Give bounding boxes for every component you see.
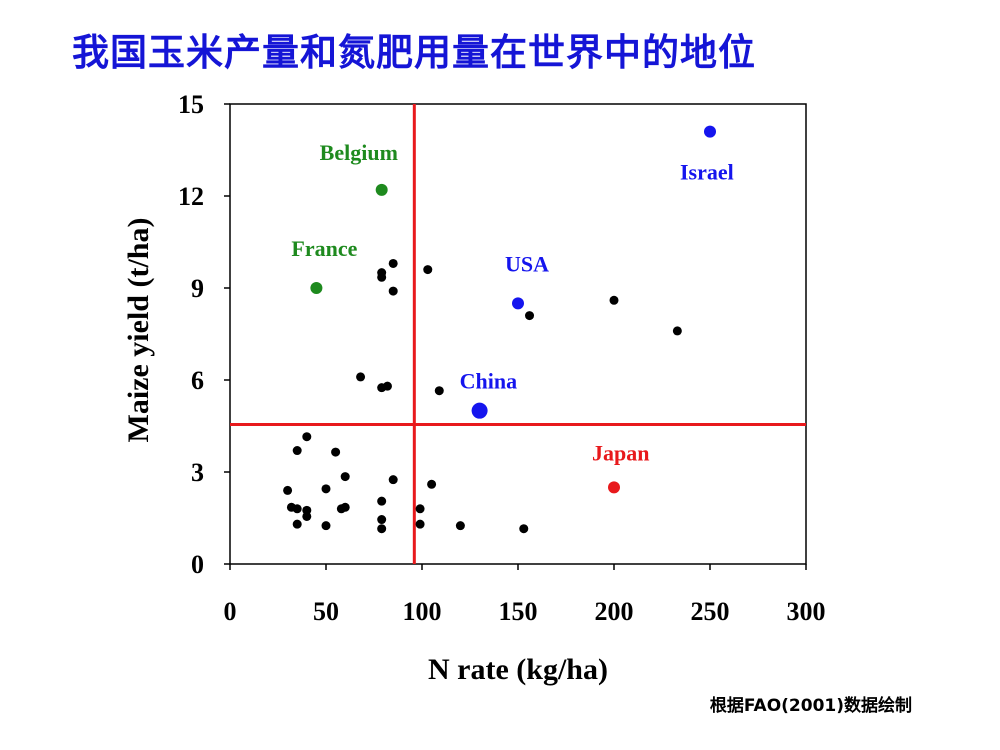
data-point bbox=[377, 496, 387, 506]
x-axis-label: N rate (kg/ha) bbox=[428, 653, 608, 686]
data-point bbox=[388, 286, 398, 296]
y-tick-label: 6 bbox=[191, 366, 204, 395]
data-point bbox=[672, 326, 682, 336]
data-point bbox=[331, 447, 341, 457]
data-point bbox=[427, 479, 437, 489]
data-point bbox=[415, 519, 425, 529]
data-point bbox=[340, 502, 350, 512]
point-label: Israel bbox=[680, 160, 734, 185]
point-label: USA bbox=[505, 251, 549, 276]
data-point bbox=[455, 521, 465, 531]
x-tick-label: 200 bbox=[595, 597, 634, 626]
data-point bbox=[356, 372, 366, 382]
slide-title: 我国玉米产量和氮肥用量在世界中的地位 bbox=[72, 31, 756, 74]
y-tick-label: 9 bbox=[191, 274, 204, 303]
axis-ticks: 0 50 100 150 200 250 300 0 3 6 9 12 15 bbox=[178, 90, 826, 626]
highlighted-point bbox=[608, 481, 620, 494]
x-tick-label: 250 bbox=[691, 597, 730, 626]
point-label: Japan bbox=[592, 440, 649, 465]
data-point bbox=[388, 258, 398, 268]
data-point bbox=[519, 524, 529, 534]
highlighted-point bbox=[704, 125, 716, 138]
data-point bbox=[340, 472, 350, 482]
data-point bbox=[388, 475, 398, 485]
data-point bbox=[321, 521, 331, 531]
data-point bbox=[292, 504, 302, 514]
y-tick-label: 0 bbox=[191, 550, 204, 579]
highlighted-point bbox=[375, 183, 388, 196]
data-point bbox=[382, 381, 392, 391]
x-tick-label: 0 bbox=[224, 597, 237, 626]
y-tick-label: 12 bbox=[178, 182, 204, 211]
y-tick-label: 3 bbox=[191, 458, 204, 487]
data-point bbox=[609, 295, 619, 305]
data-point bbox=[377, 515, 387, 525]
data-point bbox=[377, 524, 387, 534]
x-tick-label: 100 bbox=[403, 597, 442, 626]
highlighted-point bbox=[471, 402, 488, 419]
reference-lines bbox=[230, 104, 806, 564]
x-tick-label: 50 bbox=[313, 597, 339, 626]
data-point bbox=[525, 311, 535, 321]
y-axis-label: Maize yield (t/ha) bbox=[122, 218, 155, 443]
y-tick-label: 15 bbox=[178, 90, 204, 119]
data-points bbox=[283, 125, 716, 534]
point-label: France bbox=[291, 236, 357, 261]
point-labels: Belgium France Israel USA China Japan bbox=[291, 140, 733, 465]
highlighted-point bbox=[512, 297, 524, 310]
data-point bbox=[302, 432, 312, 442]
data-point bbox=[434, 386, 444, 396]
data-point bbox=[302, 511, 312, 521]
data-point bbox=[423, 265, 433, 275]
point-label: China bbox=[460, 369, 517, 394]
data-point bbox=[292, 519, 302, 529]
data-point bbox=[377, 272, 387, 282]
data-point bbox=[292, 446, 302, 456]
highlighted-point bbox=[310, 282, 323, 294]
data-point bbox=[415, 504, 425, 514]
point-label: Belgium bbox=[320, 140, 398, 165]
x-tick-label: 150 bbox=[499, 597, 538, 626]
data-point bbox=[321, 484, 331, 494]
data-point bbox=[283, 485, 293, 495]
source-note: 根据FAO(2001)数据绘制 bbox=[709, 696, 912, 716]
x-tick-label: 300 bbox=[787, 597, 826, 626]
